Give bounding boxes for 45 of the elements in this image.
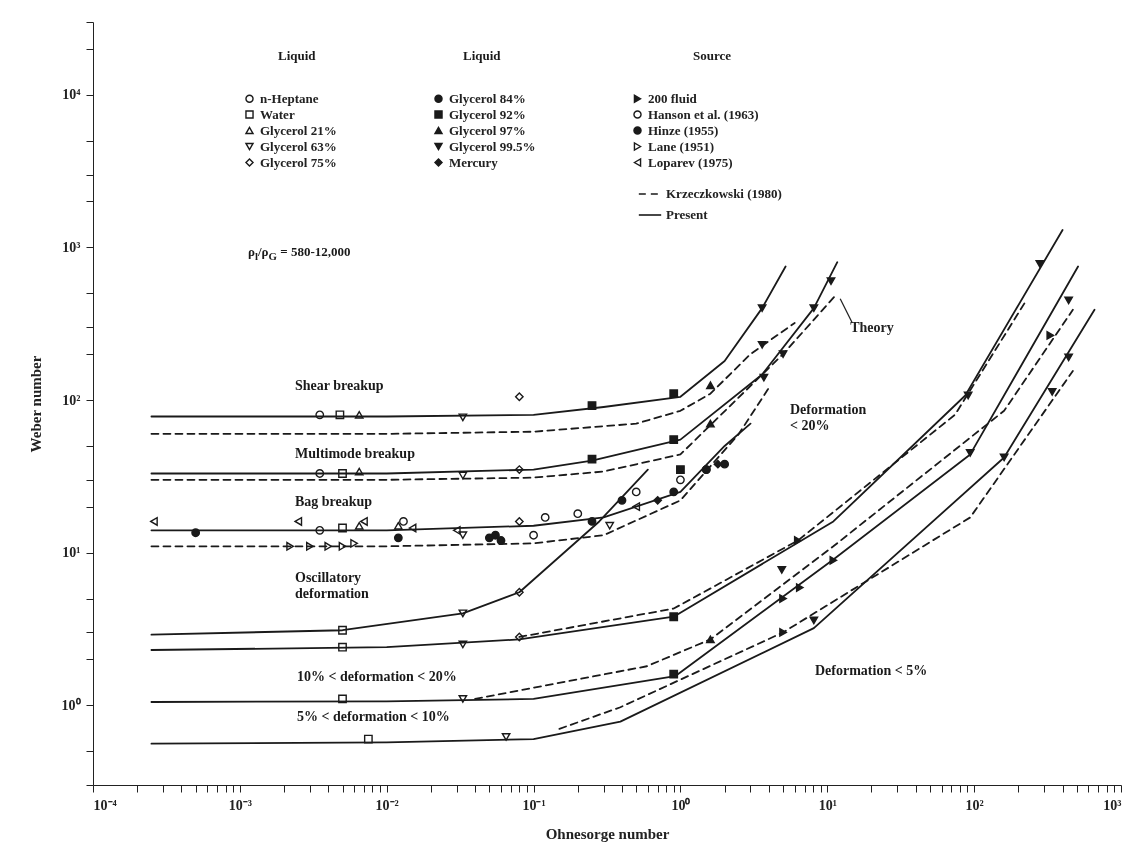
annotation: Oscillatory deformation bbox=[295, 570, 369, 602]
legend-label: Glycerol 97% bbox=[449, 122, 526, 138]
legend-label: Glycerol 21% bbox=[260, 122, 337, 138]
annotation: Shear breakup bbox=[295, 378, 384, 394]
y-axis-title: Weber number bbox=[27, 355, 44, 453]
x-tick-label: 10⁻³ bbox=[228, 797, 252, 813]
annotation: Bag breakup bbox=[295, 494, 373, 510]
y-tick-label: 10³ bbox=[62, 239, 81, 255]
annotation: Multimode breakup bbox=[295, 446, 415, 462]
annotation: ρ$_{l}$/ρ$_{G}$ = 580-12,000 bbox=[248, 244, 351, 262]
annotation: Deformation < 20% bbox=[790, 402, 867, 434]
annotation: Source bbox=[693, 48, 732, 64]
legend-label: Glycerol 99.5% bbox=[449, 138, 536, 154]
annotation: Liquid bbox=[278, 48, 316, 64]
annotation: Liquid bbox=[463, 48, 501, 64]
x-tick-label: 10⁰ bbox=[671, 796, 691, 813]
legend-label: Mercury bbox=[449, 154, 499, 170]
legend-label: Glycerol 84% bbox=[449, 90, 526, 106]
x-tick-label: 10⁻⁴ bbox=[93, 797, 118, 813]
x-axis-title: Ohnesorge number bbox=[545, 825, 670, 842]
legend-label: Hanson et al. (1963) bbox=[648, 106, 759, 122]
y-tick-label: 10¹ bbox=[62, 545, 81, 561]
legend-label: Glycerol 63% bbox=[260, 138, 337, 154]
x-tick-label: 10⁻¹ bbox=[522, 797, 546, 813]
annotation: 5% < deformation < 10% bbox=[297, 709, 450, 725]
legend-label: Water bbox=[260, 106, 295, 122]
legend-label: Glycerol 92% bbox=[449, 106, 526, 122]
x-tick-label: 10³ bbox=[1103, 797, 1122, 813]
legend-label: Present bbox=[666, 207, 709, 222]
legend-label: Loparev (1975) bbox=[648, 154, 733, 170]
legend-label: Lane (1951) bbox=[648, 138, 715, 154]
annotation: Deformation < 5% bbox=[815, 663, 928, 679]
annotation: Theory bbox=[850, 319, 894, 335]
annotation: 10% < deformation < 20% bbox=[297, 669, 457, 685]
x-tick-label: 10² bbox=[965, 797, 984, 813]
legend-label: Krzeczkowski (1980) bbox=[666, 186, 782, 201]
x-tick-label: 10⁻² bbox=[375, 797, 399, 813]
x-tick-label: 10¹ bbox=[818, 797, 837, 813]
y-tick-label: 10² bbox=[62, 392, 81, 408]
y-tick-label: 10⁴ bbox=[62, 87, 82, 103]
legend-label: Glycerol 75% bbox=[260, 154, 337, 170]
legend-label: 200 fluid bbox=[648, 90, 698, 106]
legend-label: Hinze (1955) bbox=[648, 122, 719, 138]
y-tick-label: 10⁰ bbox=[61, 696, 81, 713]
legend-label: n-Heptane bbox=[260, 90, 319, 106]
